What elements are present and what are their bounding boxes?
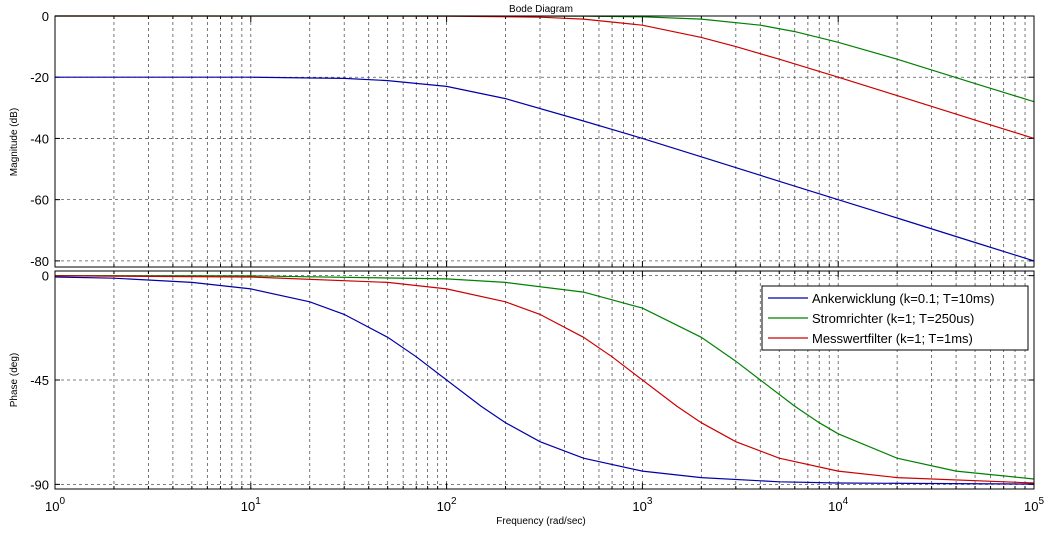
x-tick-label: 103 xyxy=(632,496,652,514)
phase-series-line-3 xyxy=(54,275,1035,484)
magnitude-panel: 0 -20 -40 -60 -80 xyxy=(30,9,1035,269)
mag-plot-area xyxy=(55,16,1034,267)
mag-series-line-3 xyxy=(54,15,1035,139)
x-tick-label: 100 xyxy=(45,496,65,514)
legend-label-3: Messwertfilter (k=1; T=1ms) xyxy=(812,331,973,346)
mag-y-tick-label: 0 xyxy=(42,9,49,24)
x-tick-label: 101 xyxy=(241,496,261,514)
mag-y-tick-label: -40 xyxy=(30,131,49,146)
phase-y-tick-label: -90 xyxy=(30,477,49,492)
x-tick-label: 102 xyxy=(437,496,457,514)
phase-panel: 0 -45 -90 100 101 102 103 104 105 Ankerwicklung (… xyxy=(30,269,1044,514)
mag-y-tick-label: -80 xyxy=(30,254,49,269)
phase-axes-frame xyxy=(54,270,1035,490)
phase-ticks xyxy=(54,271,1034,489)
magnitude-y-axis-label: Magnitude (dB) xyxy=(9,108,20,176)
phase-series-line-1 xyxy=(54,276,1035,485)
mag-y-tick-label: -60 xyxy=(30,193,49,208)
mag-y-tick-label: -20 xyxy=(30,70,49,85)
legend-label-1: Ankerwicklung (k=0.1; T=10ms) xyxy=(812,291,995,306)
legend: Ankerwicklung (k=0.1; T=10ms) Stromrichte… xyxy=(761,285,1029,351)
x-axis-label: Frequency (rad/sec) xyxy=(496,516,585,527)
phase-series-line-2 xyxy=(54,275,1035,480)
mag-series-line-1 xyxy=(55,76,1035,262)
phase-y-axis-label: Phase (deg) xyxy=(9,353,20,407)
chart-title: Bode Diagram xyxy=(509,4,573,15)
mag-axes-frame xyxy=(54,15,1035,268)
phase-y-tick-label: -45 xyxy=(30,373,49,388)
x-tick-label: 105 xyxy=(1024,496,1044,514)
legend-label-2: Stromrichter (k=1; T=250us) xyxy=(812,311,974,326)
phase-y-tick-label: 0 xyxy=(42,269,49,284)
x-tick-label: 104 xyxy=(828,496,848,514)
